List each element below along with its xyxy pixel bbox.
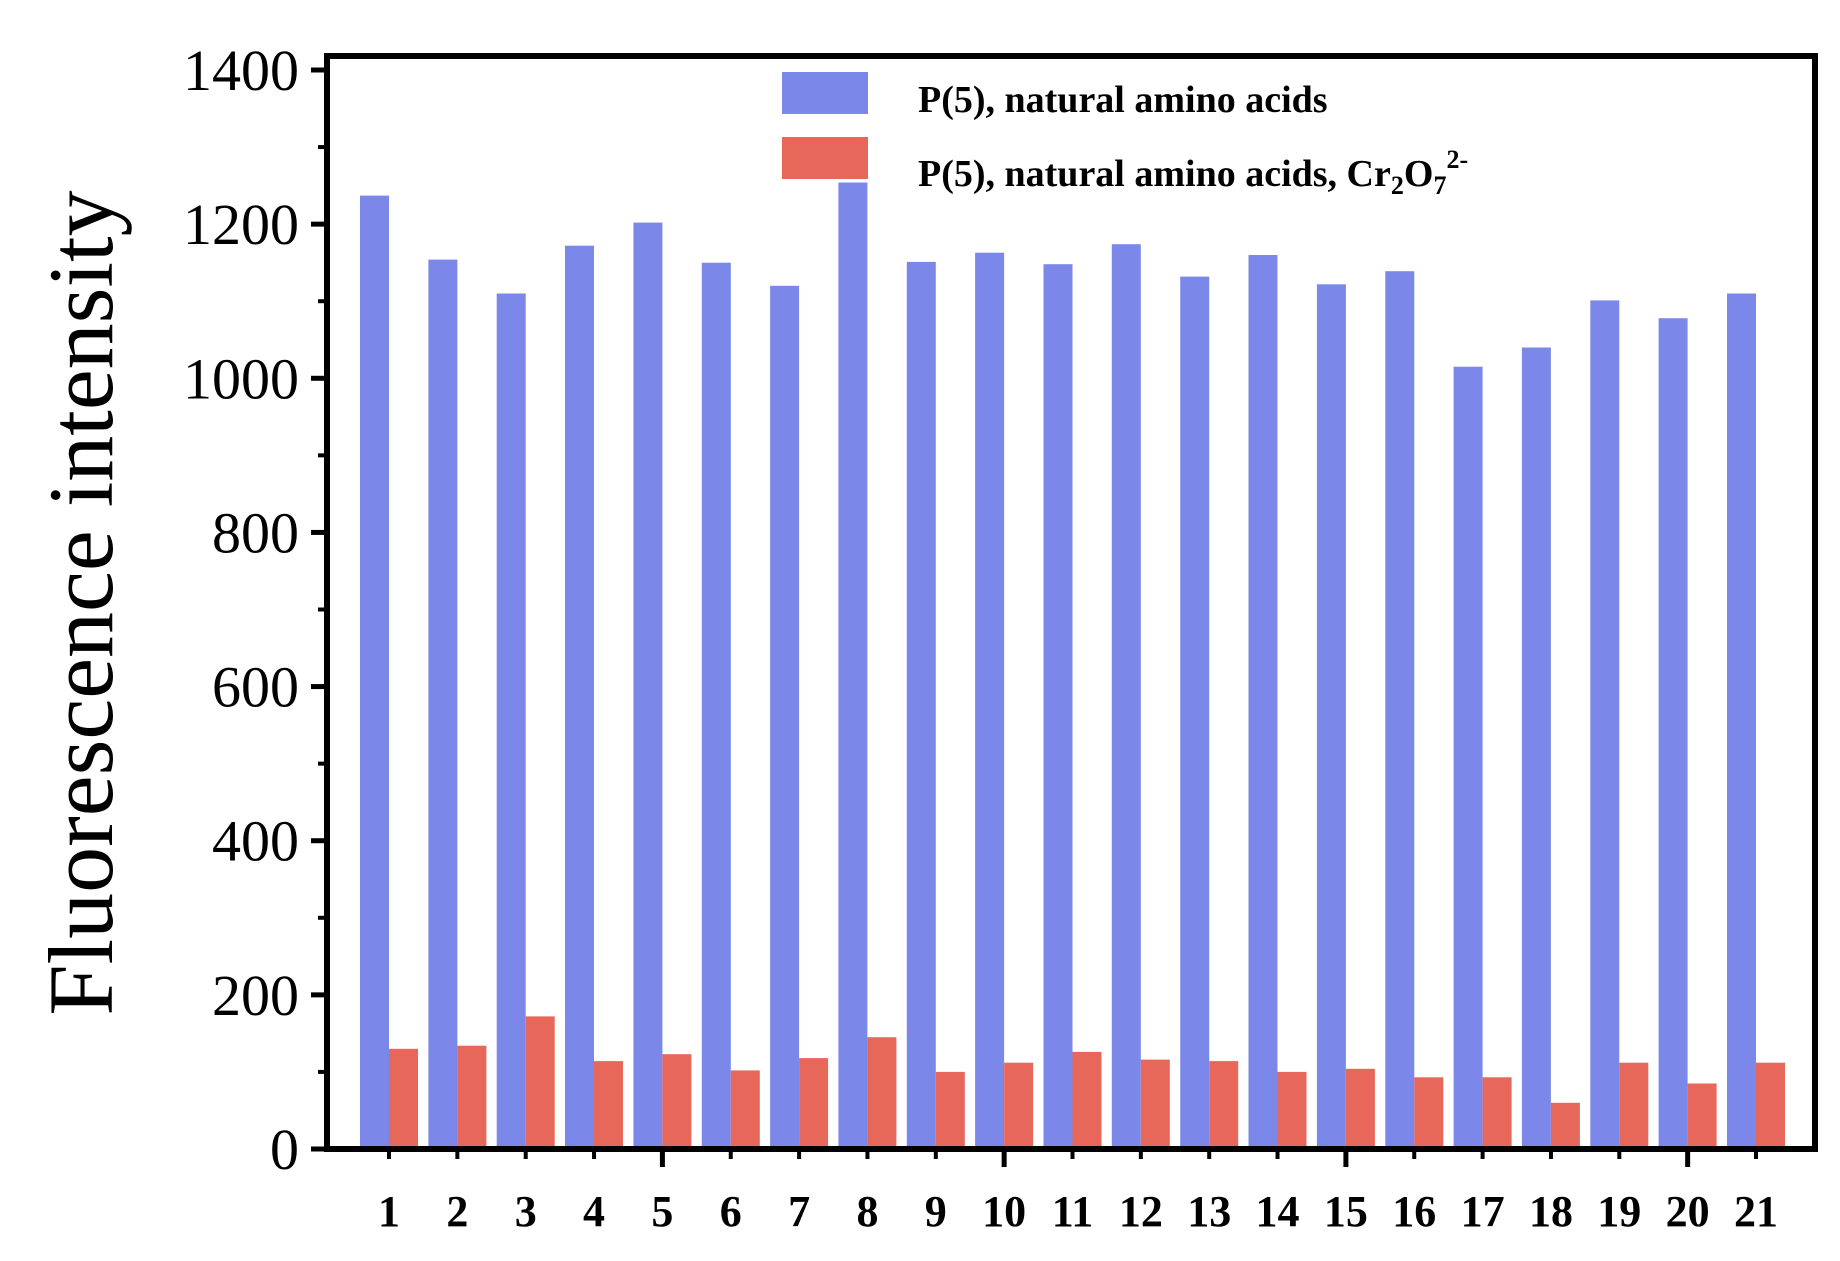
x-tick-label: 19 bbox=[1597, 1187, 1641, 1236]
bar-series-2-cat-18 bbox=[1550, 1102, 1580, 1149]
bar-series-2-cat-6 bbox=[730, 1070, 760, 1149]
legend-swatch-series-1 bbox=[782, 72, 868, 114]
bar-series-1-cat-3 bbox=[496, 293, 526, 1149]
bar-series-1-cat-15 bbox=[1316, 284, 1346, 1149]
bar-series-1-cat-19 bbox=[1590, 300, 1620, 1149]
bar-series-2-cat-9 bbox=[935, 1071, 965, 1149]
bar-series-2-cat-17 bbox=[1482, 1077, 1512, 1149]
bar-series-2-cat-16 bbox=[1414, 1077, 1444, 1149]
bar-series-2-cat-4 bbox=[594, 1061, 623, 1149]
legend-label-series-2: P(5), natural amino acids, Cr2O72- bbox=[918, 145, 1468, 200]
bar-series-1-cat-21 bbox=[1727, 293, 1756, 1149]
x-tick-label: 10 bbox=[982, 1187, 1026, 1236]
bar-series-1-cat-9 bbox=[906, 261, 936, 1149]
bar-series-2-cat-3 bbox=[525, 1016, 555, 1149]
x-tick-label: 2 bbox=[446, 1187, 468, 1236]
bars-layer bbox=[360, 182, 1785, 1150]
bar-series-2-cat-2 bbox=[457, 1045, 487, 1149]
bar-series-2-cat-8 bbox=[867, 1037, 897, 1149]
bar-series-2-cat-11 bbox=[1072, 1051, 1102, 1149]
bar-series-1-cat-18 bbox=[1521, 347, 1551, 1149]
bar-series-1-cat-11 bbox=[1043, 264, 1073, 1149]
x-tick-label: 20 bbox=[1666, 1187, 1710, 1236]
x-tick-label: 18 bbox=[1529, 1187, 1573, 1236]
x-tick-label: 21 bbox=[1734, 1187, 1778, 1236]
legend-swatch-series-2 bbox=[782, 137, 868, 179]
y-tick-label: 800 bbox=[212, 500, 299, 565]
bar-series-1-cat-17 bbox=[1453, 366, 1483, 1149]
x-tick-label: 12 bbox=[1119, 1187, 1163, 1236]
bar-series-1-cat-6 bbox=[701, 262, 731, 1149]
y-tick-label: 600 bbox=[212, 655, 299, 720]
x-tick-label: 3 bbox=[515, 1187, 537, 1236]
y-tick-label: 0 bbox=[270, 1117, 299, 1182]
y-axis: 0 200 400 600 800 1000 1200 1400 bbox=[183, 38, 327, 1182]
x-tick-label: 16 bbox=[1392, 1187, 1436, 1236]
x-tick-label: 13 bbox=[1187, 1187, 1231, 1236]
x-tick-label: 11 bbox=[1052, 1187, 1094, 1236]
x-tick-label: 9 bbox=[925, 1187, 947, 1236]
legend-label-series-1: P(5), natural amino acids bbox=[918, 79, 1328, 121]
x-tick-label: 8 bbox=[856, 1187, 878, 1236]
bar-series-2-cat-20 bbox=[1687, 1083, 1717, 1149]
bar-series-2-cat-14 bbox=[1277, 1071, 1307, 1149]
y-tick-label: 400 bbox=[212, 809, 299, 874]
bar-series-2-cat-12 bbox=[1140, 1059, 1170, 1149]
bar-series-2-cat-21 bbox=[1756, 1062, 1785, 1149]
y-tick-label: 1200 bbox=[183, 192, 299, 257]
legend-label-series-2-sub2: 7 bbox=[1433, 171, 1446, 200]
bar-series-2-cat-13 bbox=[1209, 1061, 1239, 1149]
y-tick-label: 1000 bbox=[183, 346, 299, 411]
bar-series-1-cat-1 bbox=[360, 195, 389, 1150]
y-axis-label: Fluorescence intensity bbox=[30, 190, 132, 1015]
x-tick-label: 14 bbox=[1256, 1187, 1300, 1236]
legend-label-series-2-main: P(5), natural amino acids, Cr bbox=[918, 153, 1391, 195]
y-tick-label: 1400 bbox=[183, 38, 299, 103]
bar-series-2-cat-5 bbox=[662, 1054, 692, 1149]
bar-series-1-cat-5 bbox=[633, 222, 663, 1150]
x-axis: 1 2 3 4 5 6 7 8 9 10 11 12 13 14 15 16 17 18 19 20 21 bbox=[378, 1149, 1778, 1236]
bar-series-2-cat-15 bbox=[1345, 1068, 1375, 1149]
bar-series-1-cat-20 bbox=[1658, 318, 1688, 1149]
bar-series-1-cat-16 bbox=[1385, 271, 1415, 1149]
legend-label-series-2-mid: O bbox=[1404, 153, 1434, 195]
x-tick-label: 17 bbox=[1461, 1187, 1505, 1236]
bar-series-1-cat-4 bbox=[565, 245, 594, 1149]
x-tick-label: 6 bbox=[720, 1187, 742, 1236]
y-tick-label: 200 bbox=[212, 963, 299, 1028]
x-tick-label: 4 bbox=[583, 1187, 605, 1236]
x-tick-label: 7 bbox=[788, 1187, 810, 1236]
bar-series-2-cat-10 bbox=[1004, 1062, 1034, 1149]
bar-series-2-cat-1 bbox=[389, 1048, 418, 1149]
legend-label-series-2-sub1: 2 bbox=[1391, 171, 1404, 200]
bar-series-1-cat-10 bbox=[975, 252, 1005, 1149]
bar-series-1-cat-7 bbox=[770, 285, 800, 1149]
bar-series-1-cat-12 bbox=[1111, 244, 1141, 1149]
bar-series-1-cat-14 bbox=[1248, 255, 1278, 1149]
bar-series-2-cat-7 bbox=[799, 1058, 829, 1149]
x-tick-label: 1 bbox=[378, 1187, 400, 1236]
legend: P(5), natural amino acids P(5), natural … bbox=[782, 72, 1468, 200]
bar-series-1-cat-2 bbox=[428, 259, 458, 1150]
bar-series-1-cat-13 bbox=[1180, 276, 1210, 1150]
bar-series-2-cat-19 bbox=[1619, 1062, 1649, 1149]
x-tick-label: 5 bbox=[651, 1187, 673, 1236]
legend-label-series-2-sup: 2- bbox=[1446, 145, 1468, 174]
x-tick-label: 15 bbox=[1324, 1187, 1368, 1236]
bar-series-1-cat-8 bbox=[838, 182, 868, 1149]
